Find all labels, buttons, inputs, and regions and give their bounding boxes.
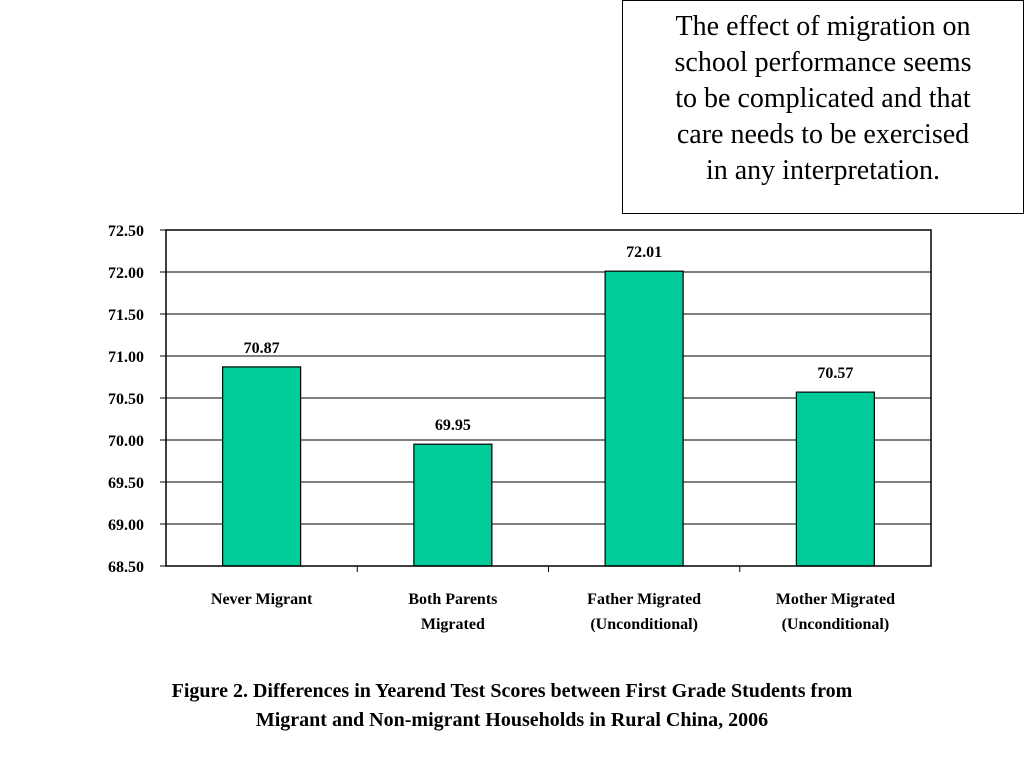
caption-line: Migrant and Non-migrant Households in Ru…	[255, 709, 769, 731]
callout-box: The effect of migration on school perfor…	[622, 0, 1024, 214]
bar-value-label: 70.57	[817, 365, 853, 382]
bars: 70.87 69.95 72.01 70.57	[222, 244, 875, 567]
y-tick-label: 72.00	[108, 265, 144, 282]
callout-line: school performance seems	[674, 47, 972, 78]
plot-area-frame	[165, 229, 932, 567]
bar-value-label: 69.95	[435, 417, 471, 434]
bar	[604, 270, 684, 567]
x-axis-ticks: Never Migrant Both Parents Migrated Father …	[211, 566, 895, 633]
callout-line: to be complicated and that	[675, 83, 971, 114]
y-tick-label: 69.00	[108, 517, 144, 534]
category-label: Never Migrant	[211, 591, 313, 608]
category-label: Father Migrated	[587, 591, 701, 608]
bar-value-label: 72.01	[626, 244, 662, 261]
y-tick-label: 69.50	[108, 475, 144, 492]
y-tick-label: 68.50	[108, 559, 144, 576]
bar	[413, 443, 493, 567]
figure-caption: Figure 2. Differences in Yearend Test Sc…	[40, 677, 984, 735]
category-label: (Unconditional)	[590, 616, 698, 633]
y-tick-label: 71.50	[108, 307, 144, 324]
callout-line: in any interpretation.	[705, 155, 941, 186]
callout-line: care needs to be exercised	[676, 119, 970, 150]
y-tick-label: 70.50	[108, 391, 144, 408]
bar	[795, 391, 875, 567]
category-label: (Unconditional)	[782, 616, 890, 633]
y-tick-label: 71.00	[108, 349, 144, 366]
category-label: Migrated	[421, 616, 485, 633]
bar	[222, 366, 302, 567]
y-tick-label: 70.00	[108, 433, 144, 450]
category-label: Mother Migrated	[776, 591, 895, 608]
bar-value-label: 70.87	[244, 340, 280, 357]
category-label: Both Parents	[408, 591, 497, 608]
y-axis-ticks: 72.50 72.00 71.50 71.00 70.50 70.00 69.50 69.00…	[108, 223, 166, 576]
caption-line: Figure 2. Differences in Yearend Test Sc…	[171, 680, 853, 702]
callout-line: The effect of migration on	[675, 11, 971, 42]
y-tick-label: 72.50	[108, 223, 144, 240]
